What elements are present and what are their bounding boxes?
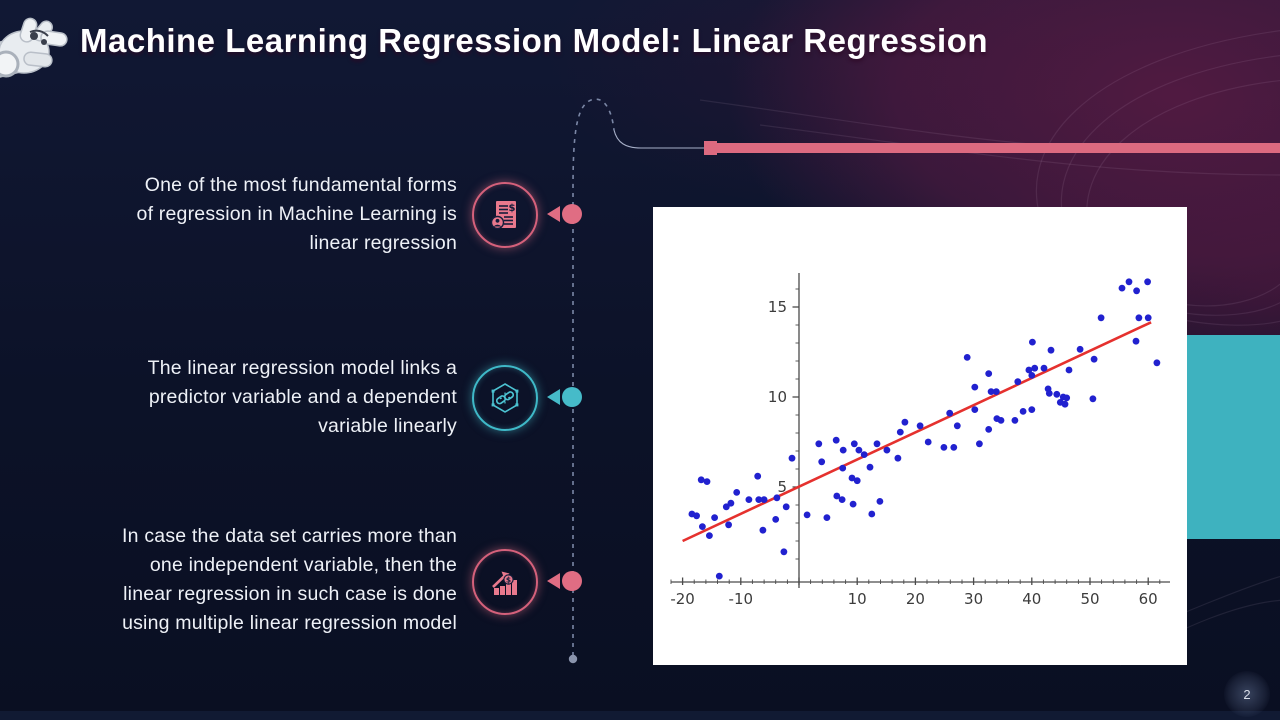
scatter-plot-panel: -20 -10 10 20 30 40 50 60 5 10 15 (653, 207, 1187, 665)
text-line: variable linearly (318, 415, 457, 437)
text-line: of regression in Machine Learning is (136, 203, 457, 225)
link-hexagon-icon (472, 365, 538, 431)
svg-text:10: 10 (768, 388, 787, 406)
svg-text:-20: -20 (670, 590, 695, 608)
svg-text:$: $ (509, 203, 516, 214)
svg-text:$: $ (506, 575, 511, 584)
timeline-point-1-text: One of the most fundamental forms of reg… (85, 171, 457, 258)
robot-hand-image (0, 17, 68, 83)
timeline-dot-icon (562, 571, 582, 591)
text-line: The linear regression model links a (147, 357, 457, 379)
growth-chart-icon: $ (472, 549, 538, 615)
timeline-dot-icon (562, 387, 582, 407)
side-teal-block (1187, 335, 1280, 539)
svg-text:15: 15 (768, 298, 787, 316)
timeline-dot-icon (562, 204, 582, 224)
text-line: predictor variable and a dependent (148, 386, 457, 408)
slide-title: Machine Learning Regression Model: Linea… (80, 22, 989, 59)
accent-bar (705, 143, 1280, 153)
pointer-triangle-icon (547, 206, 560, 222)
text-line: One of the most fundamental forms (144, 174, 457, 196)
svg-text:40: 40 (1022, 590, 1041, 608)
text-line: using multiple linear regression model (122, 612, 457, 634)
svg-text:-10: -10 (729, 590, 754, 608)
pointer-triangle-icon (547, 573, 560, 589)
svg-text:50: 50 (1080, 590, 1099, 608)
text-line: linear regression (309, 232, 457, 254)
finance-document-icon: $ (472, 182, 538, 248)
svg-text:20: 20 (906, 590, 925, 608)
bottom-strip (0, 711, 1280, 720)
svg-text:60: 60 (1139, 590, 1158, 608)
text-line: linear regression in such case is done (123, 583, 457, 605)
timeline-point-3-text: In case the data set carries more than o… (85, 522, 457, 638)
linear-regression-scatter-chart: -20 -10 10 20 30 40 50 60 5 10 15 (670, 273, 1170, 608)
svg-text:30: 30 (964, 590, 983, 608)
text-line: In case the data set carries more than (122, 525, 457, 547)
page-number-badge: 2 (1224, 671, 1270, 717)
svg-text:10: 10 (848, 590, 867, 608)
page-number: 2 (1243, 686, 1251, 702)
timeline-point-2-text: The linear regression model links a pred… (85, 354, 457, 441)
pointer-triangle-icon (547, 389, 560, 405)
text-line: one independent variable, then the (149, 554, 457, 576)
svg-text:5: 5 (777, 478, 787, 496)
